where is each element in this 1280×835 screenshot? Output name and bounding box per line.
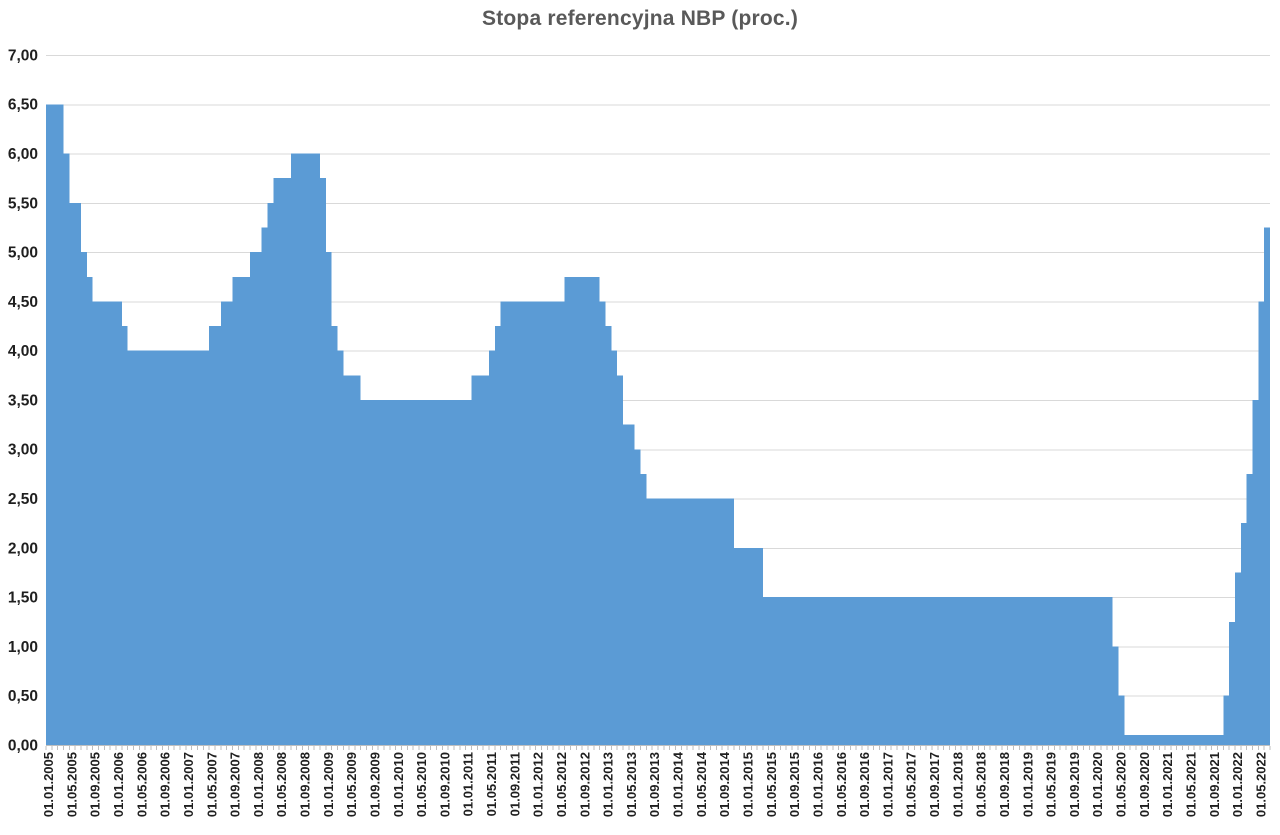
y-tick-label: 4,00 [8, 343, 38, 360]
x-tick-label: 01.09.2007 [228, 752, 243, 817]
x-tick-label: 01.09.2013 [647, 752, 662, 817]
x-tick-label: 01.09.2008 [298, 752, 313, 817]
x-tick-label: 01.09.2006 [158, 752, 173, 817]
x-tick-label: 01.01.2007 [181, 752, 196, 817]
x-tick-label: 01.05.2018 [974, 752, 989, 817]
y-tick-label: 2,00 [8, 540, 38, 557]
x-tick-label: 01.05.2011 [484, 752, 499, 816]
x-tick-label: 01.09.2012 [577, 752, 592, 817]
x-tick-label: 01.09.2021 [1207, 752, 1222, 817]
x-tick-label: 01.01.2008 [251, 752, 266, 817]
x-tick-label: 01.01.2010 [391, 752, 406, 817]
x-tick-label: 01.05.2009 [344, 752, 359, 817]
x-tick-label: 01.05.2013 [624, 752, 639, 817]
x-tick-label: 01.05.2016 [834, 752, 849, 817]
y-tick-label: 0,50 [8, 688, 38, 705]
x-tick-label: 01.09.2011 [507, 752, 522, 816]
y-tick-label: 2,50 [8, 491, 38, 508]
x-tick-label: 01.09.2005 [88, 752, 103, 817]
x-tick-label: 01.01.2020 [1090, 752, 1105, 817]
x-tick-label: 01.05.2008 [274, 752, 289, 817]
x-tick-label: 01.01.2019 [1020, 752, 1035, 817]
y-tick-label: 5,00 [8, 245, 38, 262]
y-tick-label: 4,50 [8, 294, 38, 311]
x-tick-label: 01.01.2006 [111, 752, 126, 817]
x-tick-label: 01.05.2020 [1114, 752, 1129, 817]
x-tick-label: 01.05.2010 [414, 752, 429, 817]
x-tick-label: 01.09.2017 [927, 752, 942, 817]
x-tick-label: 01.09.2014 [717, 751, 732, 817]
y-tick-label: 3,50 [8, 392, 38, 409]
x-tick-label: 01.05.2006 [134, 752, 149, 817]
x-tick-label: 01.05.2007 [204, 752, 219, 817]
x-tick-label: 01.01.2011 [461, 752, 476, 816]
y-tick-label: 1,00 [8, 639, 38, 656]
x-tick-label: 01.05.2017 [904, 752, 919, 817]
y-tick-label: 5,50 [8, 195, 38, 212]
x-tick-label: 01.01.2017 [880, 752, 895, 817]
x-tick-label: 01.09.2020 [1137, 752, 1152, 817]
x-tick-label: 01.05.2022 [1253, 752, 1268, 817]
x-tick-label: 01.09.2018 [997, 752, 1012, 817]
x-tick-label: 01.01.2016 [810, 752, 825, 817]
x-tick-label: 01.05.2012 [554, 752, 569, 817]
y-tick-label: 7,00 [8, 47, 38, 64]
y-tick-label: 3,00 [8, 442, 38, 459]
x-tick-label: 01.05.2005 [64, 752, 79, 817]
x-tick-label: 01.05.2019 [1044, 752, 1059, 817]
x-tick-label: 01.01.2013 [601, 752, 616, 817]
x-tick-label: 01.01.2012 [531, 752, 546, 817]
x-tick-label: 01.05.2021 [1183, 752, 1198, 817]
x-tick-label: 01.01.2021 [1160, 752, 1175, 817]
x-tick-label: 01.09.2016 [857, 752, 872, 817]
rate-area-series [46, 104, 1270, 746]
y-tick-label: 0,00 [8, 737, 38, 754]
x-tick-label: 01.01.2014 [671, 751, 686, 817]
y-tick-label: 6,00 [8, 146, 38, 163]
y-tick-label: 1,50 [8, 590, 38, 607]
x-tick-label: 01.01.2022 [1230, 752, 1245, 817]
x-tick-label: 01.01.2018 [950, 752, 965, 817]
x-tick-label: 01.01.2015 [741, 752, 756, 817]
x-tick-label: 01.09.2015 [787, 752, 802, 817]
x-tick-label: 01.09.2009 [367, 752, 382, 817]
x-tick-label: 01.01.2005 [41, 752, 56, 817]
x-tick-label: 01.01.2009 [321, 752, 336, 817]
y-tick-label: 6,50 [8, 97, 38, 114]
x-tick-label: 01.05.2014 [694, 751, 709, 817]
x-tick-label: 01.05.2015 [764, 752, 779, 817]
chart-title: Stopa referencyjna NBP (proc.) [481, 7, 799, 30]
x-tick-label: 01.09.2019 [1067, 752, 1082, 817]
x-tick-label: 01.09.2010 [437, 752, 452, 817]
